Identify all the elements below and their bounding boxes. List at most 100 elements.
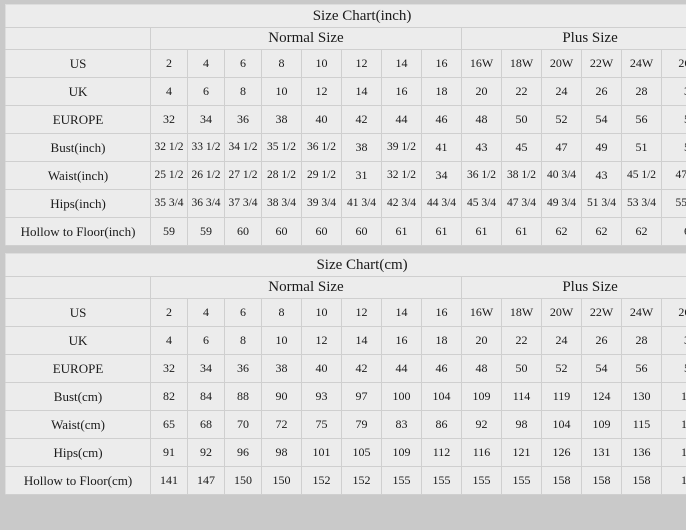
cm-cell: 6 — [187, 326, 225, 355]
cm-cell: 109 — [381, 438, 422, 467]
cm-cell: 10 — [261, 326, 302, 355]
inch-cell: 26W — [660, 49, 686, 78]
size-chart-cm-body: Size Chart(cm) Normal Size Plus Size US 2 4… — [4, 253, 686, 495]
inch-cell: 53 3/4 — [621, 189, 662, 218]
inch-cell: 59 — [150, 217, 188, 246]
cm-cell: 112 — [421, 438, 462, 467]
cm-cell: 158 — [660, 466, 686, 495]
inch-cell: 27 1/2 — [224, 161, 262, 190]
inch-cell: 40 — [301, 105, 342, 134]
cm-cell: 104 — [421, 382, 462, 411]
cm-cell: 18W — [501, 298, 542, 327]
inch-cell: 47 — [541, 133, 582, 162]
inch-cell: 38 3/4 — [261, 189, 302, 218]
inch-cell: 16 — [381, 77, 422, 106]
cm-cell: 75 — [301, 410, 342, 439]
table-row: US24681012141616W18W20W22W24W26W — [5, 298, 686, 327]
cm-cell: 158 — [581, 466, 622, 495]
cm-cell: 52 — [541, 354, 582, 383]
cm-cell: 91 — [150, 438, 188, 467]
cm-cell: 44 — [381, 354, 422, 383]
inch-cell: 62 — [581, 217, 622, 246]
cm-cell: 109 — [581, 410, 622, 439]
cm-row-label: Hips(cm) — [5, 438, 151, 467]
cm-cell: 126 — [541, 438, 582, 467]
cm-row-label: US — [5, 298, 151, 327]
inch-cell: 45 — [501, 133, 542, 162]
inch-row-label: Waist(inch) — [5, 161, 151, 190]
inch-cell: 10 — [261, 77, 302, 106]
cm-cell: 18 — [421, 326, 462, 355]
inch-cell: 47 3/4 — [501, 189, 542, 218]
inch-cell: 61 — [501, 217, 542, 246]
inch-cell: 32 1/2 — [381, 161, 422, 190]
cm-cell: 96 — [224, 438, 262, 467]
cm-cell: 98 — [501, 410, 542, 439]
cm-cell: 135 — [660, 382, 686, 411]
cm-cell: 16 — [421, 298, 462, 327]
cm-row-label: EUROPE — [5, 354, 151, 383]
inch-cell: 61 — [421, 217, 462, 246]
inch-cell: 26 1/2 — [187, 161, 225, 190]
inch-cell: 60 — [224, 217, 262, 246]
inch-cell: 43 — [581, 161, 622, 190]
inch-cell: 24 — [541, 77, 582, 106]
size-chart-cm-block: Size Chart(cm) Normal Size Plus Size US 2 4… — [0, 253, 686, 495]
cm-cell: 100 — [381, 382, 422, 411]
cm-cell: 16W — [461, 298, 502, 327]
inch-cell: 2 — [150, 49, 188, 78]
cm-cell: 101 — [301, 438, 342, 467]
inch-cell: 8 — [224, 77, 262, 106]
cm-cell: 4 — [187, 298, 225, 327]
cm-cell: 92 — [187, 438, 225, 467]
cm-cell: 152 — [301, 466, 342, 495]
inch-cell: 38 1/2 — [501, 161, 542, 190]
inch-cell: 60 — [301, 217, 342, 246]
cm-cell: 8 — [261, 298, 302, 327]
cm-cell: 56 — [621, 354, 662, 383]
cm-cell: 14 — [381, 298, 422, 327]
cm-cell: 150 — [224, 466, 262, 495]
cm-cell: 104 — [541, 410, 582, 439]
inch-cell: 44 — [381, 105, 422, 134]
table-row: Bust(cm) 82 84 88 90 93 97 100 104 109 114 119 124 13… — [5, 382, 686, 411]
inch-cell: 55 1/2 — [660, 189, 686, 218]
size-chart-inch-body: Size Chart(inch) Normal Size Plus Size US… — [4, 4, 686, 246]
cm-cell: 10 — [301, 298, 342, 327]
inch-cell: 51 — [621, 133, 662, 162]
cm-cell: 155 — [461, 466, 502, 495]
cm-cell: 8 — [224, 326, 262, 355]
cm-cell: 83 — [381, 410, 422, 439]
inch-cell: 8 — [261, 49, 302, 78]
inch-row-label: EUROPE — [5, 105, 151, 134]
cm-cell: 158 — [541, 466, 582, 495]
cm-cell: 121 — [660, 410, 686, 439]
cm-group-normal-size: Normal Size — [150, 276, 462, 299]
inch-group-row: Normal Size Plus Size — [5, 27, 686, 50]
cm-cell: 68 — [187, 410, 225, 439]
cm-cell: 12 — [341, 298, 382, 327]
cm-row-label: Waist(cm) — [5, 410, 151, 439]
table-row: EUROPE3234363840424446485052545658 — [5, 105, 686, 134]
inch-cell: 35 3/4 — [150, 189, 188, 218]
inch-title-row: Size Chart(inch) — [4, 4, 686, 28]
cm-cell: 141 — [660, 438, 686, 467]
inch-cell: 59 — [187, 217, 225, 246]
inch-cell: 16 — [421, 49, 462, 78]
inch-cell: 60 — [341, 217, 382, 246]
cm-cell: 54 — [581, 354, 622, 383]
inch-cell: 12 — [341, 49, 382, 78]
cm-cell: 24W — [621, 298, 662, 327]
inch-cell: 50 — [501, 105, 542, 134]
table-row: Waist(inch) 25 1/2 26 1/2 27 1/2 28 1/2 29 1/… — [5, 161, 686, 190]
inch-cell: 28 — [621, 77, 662, 106]
inch-cell: 60 — [261, 217, 302, 246]
cm-cell: 84 — [187, 382, 225, 411]
cm-group-blank — [5, 276, 151, 299]
inch-group-plus-size: Plus Size — [460, 27, 686, 50]
cm-cell: 72 — [261, 410, 302, 439]
cm-cell: 30 — [660, 326, 686, 355]
table-row: Hips(cm) 91 92 96 98 101 105 109 112 116 121 126 131… — [5, 438, 686, 467]
cm-cell: 82 — [150, 382, 188, 411]
inch-cell: 22 — [501, 77, 542, 106]
